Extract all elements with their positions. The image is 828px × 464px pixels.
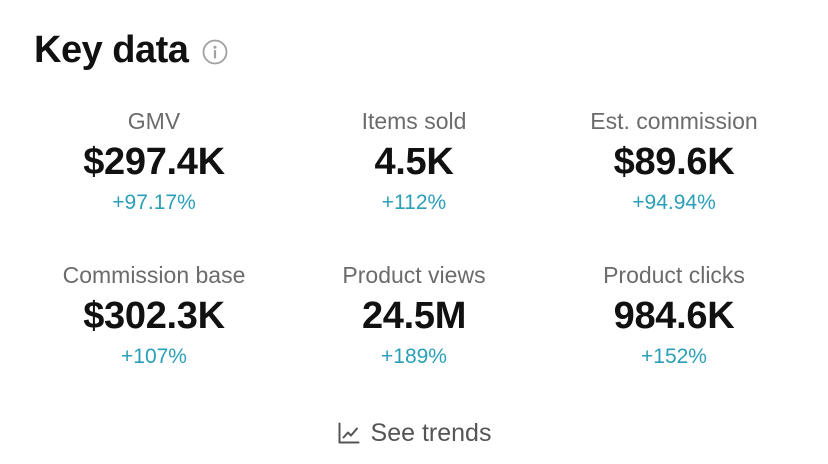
metric-gmv: GMV $297.4K +97.17%: [24, 104, 284, 258]
page-title: Key data: [34, 28, 189, 71]
metrics-grid: GMV $297.4K +97.17% Items sold 4.5K +112…: [24, 104, 804, 412]
see-trends-button[interactable]: See trends: [337, 418, 492, 448]
metric-change: +107%: [121, 345, 187, 368]
metric-label: Items sold: [361, 108, 467, 134]
metric-value: $302.3K: [83, 295, 225, 337]
info-circle-icon[interactable]: [202, 39, 228, 65]
metric-label: Product clicks: [603, 262, 745, 288]
metric-label: GMV: [127, 108, 181, 134]
metric-label: Est. commission: [590, 108, 758, 134]
metric-change: +97.17%: [112, 191, 196, 214]
metric-items-sold: Items sold 4.5K +112%: [284, 104, 544, 258]
metric-value: $297.4K: [83, 141, 225, 183]
metric-change: +152%: [641, 345, 707, 368]
metric-commission-base: Commission base $302.3K +107%: [24, 258, 284, 412]
metric-value: 4.5K: [374, 141, 454, 183]
metric-product-views: Product views 24.5M +189%: [284, 258, 544, 412]
metric-value: $89.6K: [613, 141, 735, 183]
trends-row: See trends: [0, 412, 828, 454]
metric-value: 24.5M: [361, 295, 467, 337]
metric-product-clicks: Product clicks 984.6K +152%: [544, 258, 804, 412]
metric-label: Product views: [342, 262, 486, 288]
key-data-header: Key data: [34, 24, 228, 76]
metric-change: +94.94%: [632, 191, 716, 214]
metric-value: 984.6K: [613, 295, 735, 337]
line-chart-icon: [337, 421, 361, 445]
metric-change: +112%: [381, 191, 447, 214]
see-trends-label: See trends: [370, 418, 492, 447]
metric-label: Commission base: [62, 262, 246, 288]
metric-change: +189%: [381, 345, 447, 368]
metric-est-commission: Est. commission $89.6K +94.94%: [544, 104, 804, 258]
